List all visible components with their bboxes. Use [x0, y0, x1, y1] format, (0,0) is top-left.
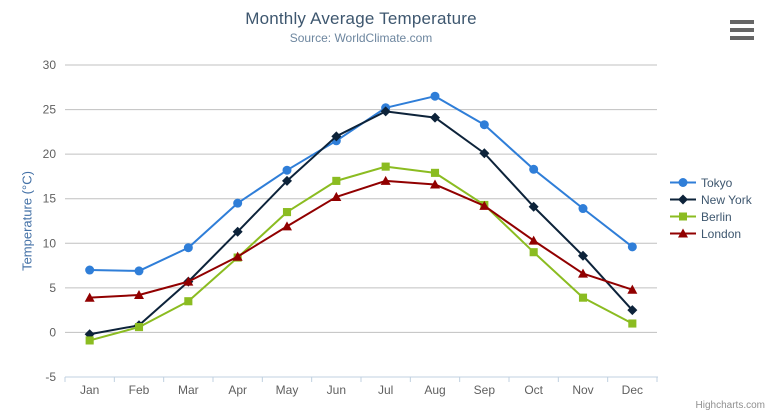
series-line-new-york[interactable] [89, 110, 634, 336]
data-point-berlin[interactable] [184, 297, 193, 306]
legend: Tokyo New York Berlin London [670, 174, 752, 242]
data-point-tokyo[interactable] [134, 266, 144, 276]
legend-marker-circle-icon [670, 178, 696, 187]
data-point-berlin[interactable] [134, 323, 144, 332]
legend-label: Tokyo [701, 175, 733, 190]
x-axis-label: Feb [129, 383, 150, 397]
x-axis-label: May [276, 383, 299, 397]
legend-item-berlin[interactable]: Berlin [670, 208, 752, 225]
data-point-berlin[interactable] [332, 176, 341, 185]
data-point-tokyo[interactable] [85, 265, 95, 275]
data-point-london[interactable] [479, 200, 490, 210]
context-menu-button[interactable] [730, 19, 756, 41]
hamburger-menu-icon [730, 20, 754, 24]
data-point-london[interactable] [430, 179, 440, 189]
data-point-tokyo[interactable] [430, 91, 440, 101]
legend-label: London [701, 226, 742, 241]
data-point-new-york[interactable] [380, 106, 391, 117]
chart-subtitle: Source: WorldClimate.com [289, 31, 433, 45]
data-point-new-york[interactable] [232, 226, 243, 237]
data-point-london[interactable] [282, 221, 292, 231]
x-axis-label: Oct [524, 383, 543, 397]
x-axis-label: Jun [327, 383, 346, 397]
y-axis-label: 25 [43, 103, 57, 117]
x-axis-label: Dec [622, 383, 643, 397]
data-point-london[interactable] [578, 268, 588, 278]
data-point-tokyo[interactable] [479, 120, 489, 130]
data-point-tokyo[interactable] [282, 165, 292, 175]
y-axis-label: 0 [49, 325, 56, 339]
y-axis-label: 20 [43, 147, 57, 161]
data-point-new-york[interactable] [528, 201, 539, 212]
data-point-tokyo[interactable] [233, 198, 243, 208]
y-axis-label: -5 [45, 370, 56, 384]
x-axis-label: Aug [424, 383, 445, 397]
data-point-new-york[interactable] [282, 175, 292, 186]
x-axis-label: Nov [572, 383, 593, 397]
y-axis-title: Temperature (°C) [19, 171, 35, 271]
legend-item-new-york[interactable]: New York [670, 191, 752, 208]
y-axis-label: 5 [49, 281, 56, 295]
data-point-berlin[interactable] [578, 293, 588, 302]
data-point-berlin[interactable] [282, 208, 292, 217]
hamburger-menu-icon [730, 36, 754, 40]
x-axis-label: Sep [474, 383, 496, 397]
legend-item-tokyo[interactable]: Tokyo [670, 174, 752, 191]
series-line-london[interactable] [89, 179, 633, 299]
data-point-tokyo[interactable] [578, 204, 588, 214]
data-point-new-york[interactable] [578, 250, 588, 261]
chart-title: Monthly Average Temperature [245, 9, 477, 28]
data-point-berlin[interactable] [628, 319, 637, 328]
data-point-new-york[interactable] [479, 148, 490, 159]
data-point-london[interactable] [627, 284, 638, 294]
data-point-london[interactable] [134, 289, 144, 300]
data-point-london[interactable] [331, 191, 342, 201]
y-axis-label: 10 [43, 236, 57, 250]
data-point-london[interactable] [183, 276, 194, 286]
data-point-berlin[interactable] [381, 162, 390, 171]
credits-link[interactable]: Highcharts.com [695, 400, 765, 411]
legend-label: Berlin [701, 209, 732, 224]
legend-marker-square-icon [670, 212, 696, 221]
series-line-tokyo[interactable] [89, 95, 633, 272]
data-point-berlin[interactable] [529, 248, 538, 257]
data-point-london[interactable] [528, 235, 539, 245]
legend-marker-diamond-icon [670, 194, 696, 205]
x-axis-label: Mar [178, 383, 199, 397]
data-point-new-york[interactable] [627, 305, 638, 316]
data-point-berlin[interactable] [430, 168, 440, 177]
data-point-new-york[interactable] [430, 112, 440, 123]
y-axis-label: 30 [43, 58, 57, 72]
hamburger-menu-icon [730, 28, 754, 32]
data-point-london[interactable] [84, 292, 95, 302]
series-line-berlin[interactable] [89, 165, 633, 342]
data-point-berlin[interactable] [85, 336, 94, 345]
legend-label: New York [701, 192, 752, 207]
x-axis-label: Jan [80, 383, 99, 397]
data-point-tokyo[interactable] [529, 164, 539, 174]
data-point-tokyo[interactable] [183, 243, 193, 253]
y-axis-label: 15 [43, 192, 57, 206]
data-point-london[interactable] [232, 251, 243, 261]
data-point-tokyo[interactable] [627, 242, 637, 252]
data-point-new-york[interactable] [331, 131, 342, 142]
data-point-london[interactable] [380, 175, 391, 185]
legend-item-london[interactable]: London [670, 225, 752, 242]
legend-marker-triangle-up-icon [670, 228, 696, 238]
x-axis-label: Apr [228, 383, 247, 397]
x-axis-label: Jul [378, 383, 393, 397]
